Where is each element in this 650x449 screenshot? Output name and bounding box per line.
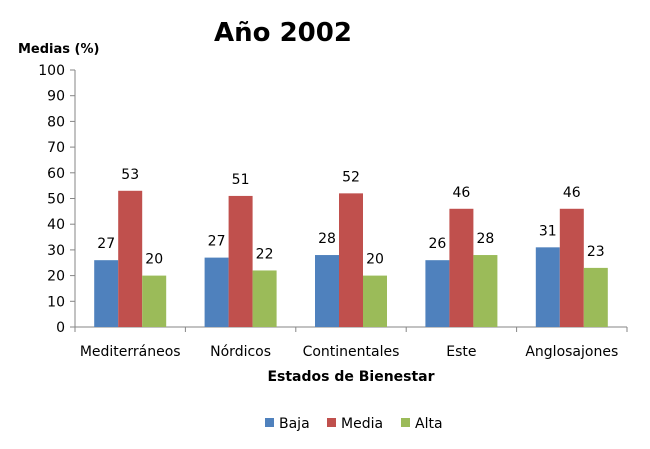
bar-baja [94,260,119,327]
category-label: Mediterráneos [80,344,181,360]
data-label: 28 [476,231,494,247]
data-label: 52 [342,169,360,185]
data-label: 51 [232,172,250,188]
data-label: 28 [318,231,336,247]
bar-alta [142,275,167,327]
y-tick-label: 90 [47,89,65,105]
y-tick-label: 10 [47,294,65,310]
bars: 27 53 20 27 51 22 28 52 20 26 46 28 31 46 23 [94,167,608,327]
data-label: 26 [428,236,446,252]
data-label: 27 [97,236,115,252]
bar-baja [204,257,229,327]
y-axis-label: Medias (%) [18,42,99,57]
bar-media [449,208,474,327]
category-label: Este [446,344,476,360]
bar-media [339,193,363,327]
bar-alta [252,270,277,327]
data-label: 23 [587,244,605,260]
data-label: 20 [145,252,163,268]
category-label: Continentales [303,344,400,360]
chart-title: Año 2002 [214,18,352,48]
bar-media [228,195,253,327]
bar-alta [473,255,498,327]
category-label: Anglosajones [525,344,618,360]
legend-swatch-baja [265,418,274,427]
y-tick-label: 60 [47,166,65,182]
bar-alta [583,267,608,327]
y-tick-label: 80 [47,114,65,130]
legend-label-media: Media [341,416,383,432]
data-label: 53 [121,167,139,183]
bar-alta [363,275,387,327]
legend: Baja Media Alta [265,416,443,432]
y-tick-label: 40 [47,217,65,233]
bar-baja [315,255,339,327]
bar-baja [535,247,560,327]
data-label: 31 [539,223,557,239]
bar-media [559,208,584,327]
data-label: 20 [366,252,384,268]
y-tick-label: 20 [47,269,65,285]
legend-label-alta: Alta [415,416,443,432]
y-tick-label: 100 [38,63,65,79]
data-label: 46 [452,185,470,201]
y-tick-label: 0 [56,320,65,336]
data-label: 27 [208,234,226,250]
bar-baja [425,260,450,327]
legend-swatch-media [327,418,336,427]
category-label: Nórdicos [210,344,271,360]
legend-swatch-alta [401,418,410,427]
y-tick-label: 50 [47,192,65,208]
y-tick-label: 70 [47,140,65,156]
x-axis-label: Estados de Bienestar [267,369,434,385]
bar-media [118,190,143,327]
data-label: 46 [563,185,581,201]
legend-label-baja: Baja [279,416,310,432]
data-label: 22 [256,246,274,262]
y-tick-label: 30 [47,243,65,259]
axes: 0 10 20 30 40 50 60 70 80 90 100 Mediterráneos Nórdi… [38,63,628,360]
